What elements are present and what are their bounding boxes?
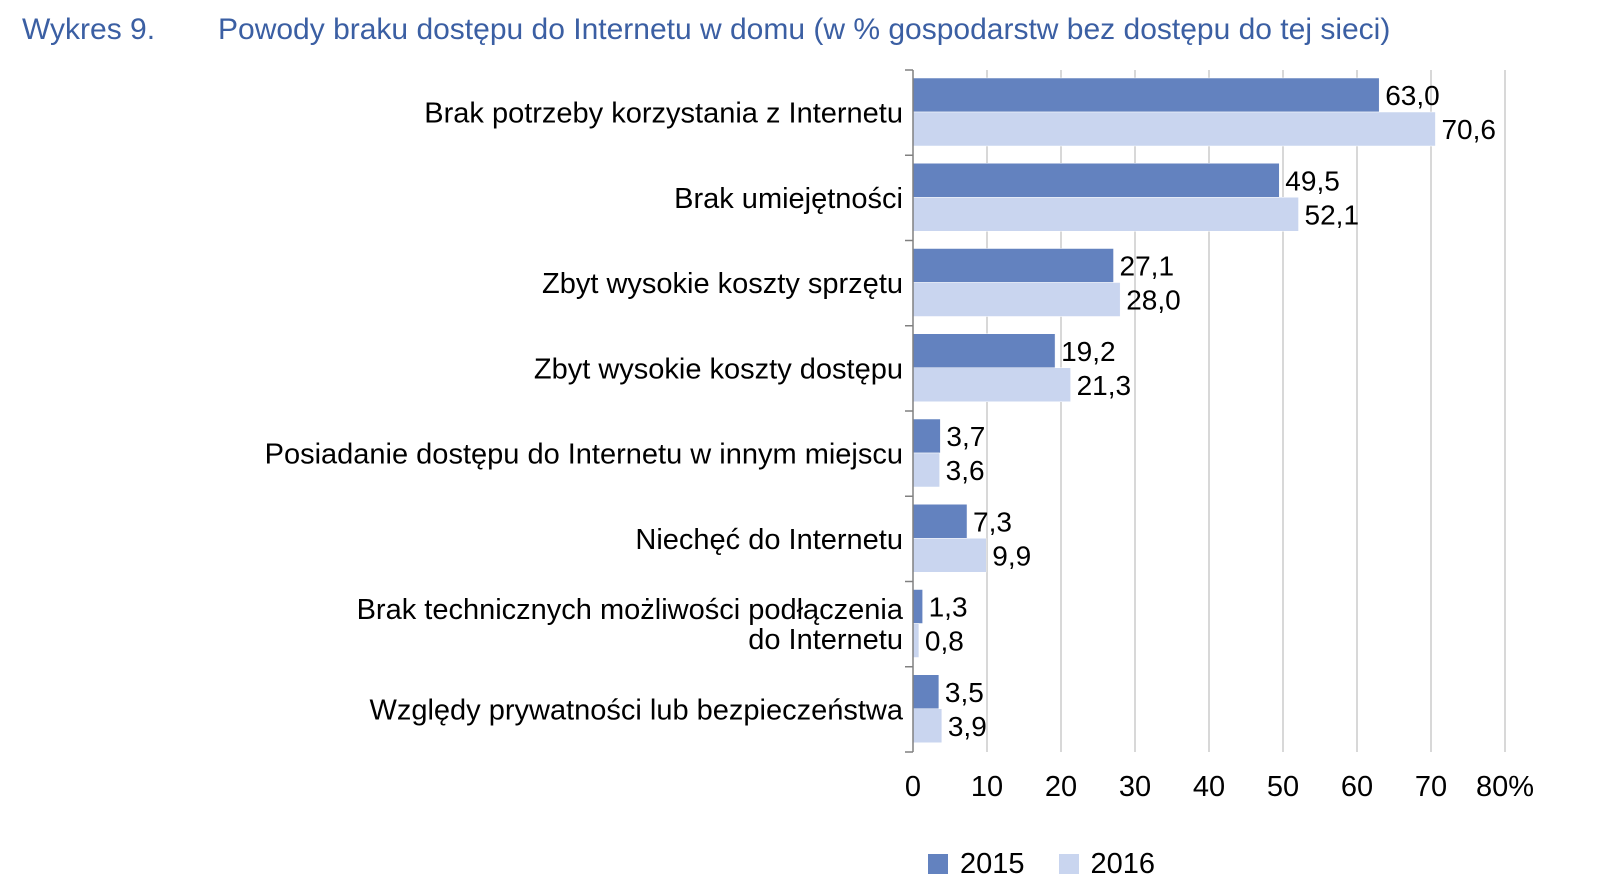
figure-title: Powody braku dostępu do Internetu w domu… (218, 13, 1391, 46)
x-tick-label: 40 (1193, 771, 1225, 803)
bar-2015 (912, 674, 940, 709)
data-label-2016: 3,6 (946, 455, 985, 486)
bar-2016 (912, 282, 1121, 317)
x-tick-label: 10 (971, 771, 1003, 803)
data-label-2016: 3,9 (948, 711, 987, 742)
data-label-2016: 52,1 (1305, 199, 1360, 230)
legend-item-2016: 2016 (1058, 847, 1156, 881)
bar-2015 (912, 504, 968, 539)
x-tick-label: 0 (905, 771, 921, 803)
bar-2015 (912, 163, 1280, 198)
x-tick-label: 60 (1341, 771, 1373, 803)
category-label: Zbyt wysokie koszty dostępu (534, 353, 903, 385)
chart-legend: 2015 2016 (928, 846, 1189, 882)
data-label-2015: 7,3 (973, 506, 1012, 537)
data-label-2016: 28,0 (1126, 285, 1181, 316)
data-label-2015: 49,5 (1285, 165, 1340, 196)
bar-2015 (912, 248, 1114, 283)
data-label-2015: 1,3 (929, 592, 968, 623)
data-label-2016: 0,8 (925, 626, 964, 657)
x-tick-label: 70 (1415, 771, 1447, 803)
category-label: Względy prywatności lub bezpieczeństwa (369, 694, 903, 726)
bar-2015 (912, 77, 1380, 113)
bar-2015 (912, 589, 923, 624)
category-label: Brak technicznych możliwości podłączenia (357, 594, 904, 626)
category-label: do Internetu (748, 624, 903, 656)
legend-label-2015: 2015 (960, 847, 1025, 880)
bar-2016 (912, 623, 920, 658)
category-label: Niechęć do Internetu (635, 524, 903, 556)
bar-2016 (912, 197, 1299, 232)
category-label: Brak umiejętności (674, 183, 903, 215)
data-label-2015: 27,1 (1120, 251, 1175, 282)
bar-2015 (912, 418, 941, 454)
bar-2016 (912, 708, 943, 743)
legend-item-2015: 2015 (928, 848, 1025, 881)
x-tick-label: 30 (1119, 771, 1151, 803)
bar-2016 (912, 538, 987, 573)
data-label-2015: 63,0 (1385, 80, 1440, 111)
bar-2016 (912, 111, 1436, 147)
x-tick-label: 80% (1476, 771, 1534, 803)
legend-label-2016: 2016 (1090, 847, 1156, 880)
figure-number: Wykres 9. (22, 13, 156, 46)
figure-title-row: Wykres 9. Powody braku dostępu do Intern… (22, 8, 1390, 52)
data-label-2016: 70,6 (1441, 114, 1496, 145)
x-tick-label: 20 (1045, 771, 1077, 803)
legend-swatch-2015 (928, 854, 948, 874)
data-label-2015: 19,2 (1061, 336, 1116, 367)
category-label: Posiadanie dostępu do Internetu w innym … (265, 439, 903, 471)
category-label: Zbyt wysokie koszty sprzętu (542, 268, 903, 300)
category-label: Brak potrzeby korzystania z Internetu (424, 98, 903, 130)
data-label-2016: 21,3 (1077, 370, 1132, 401)
data-label-2016: 9,9 (992, 540, 1031, 571)
data-label-2015: 3,5 (945, 677, 984, 708)
data-label-2015: 3,7 (946, 421, 985, 452)
bar-2016 (912, 367, 1071, 402)
bar-2016 (912, 452, 940, 488)
bar-2015 (912, 333, 1056, 368)
legend-swatch-2016 (1058, 854, 1079, 874)
x-tick-label: 50 (1267, 771, 1299, 803)
